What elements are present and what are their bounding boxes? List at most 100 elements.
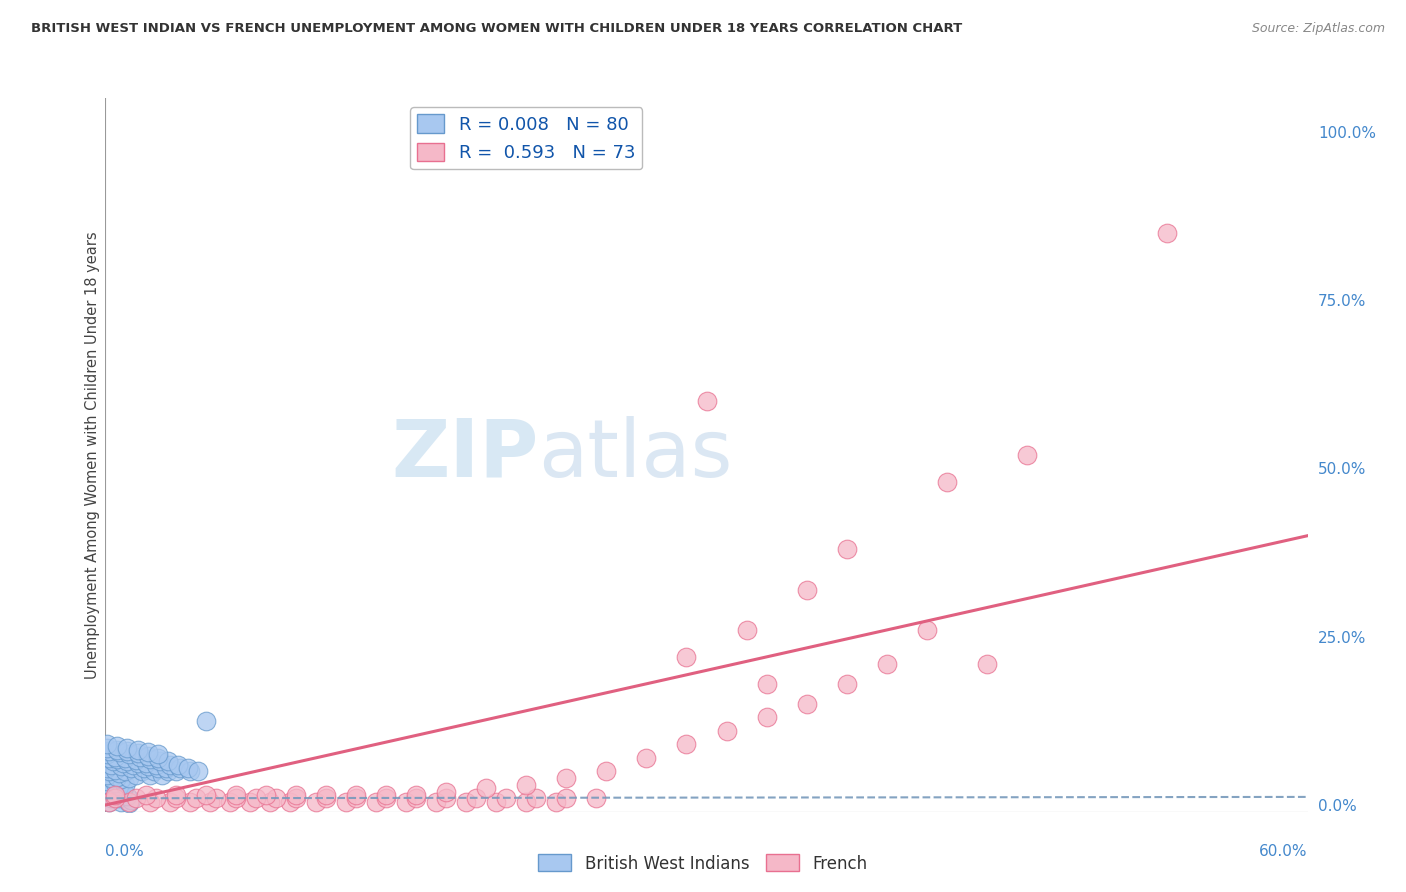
Point <box>96 738 118 752</box>
Point <box>159 795 181 809</box>
Point <box>121 792 143 806</box>
Point <box>335 795 357 809</box>
Point <box>100 771 122 785</box>
Point <box>142 764 165 779</box>
Point <box>108 779 131 793</box>
Point <box>225 788 247 802</box>
Point <box>305 795 328 809</box>
Point <box>124 767 146 781</box>
Point <box>146 747 169 762</box>
Point <box>264 791 287 805</box>
Point <box>876 657 898 671</box>
Point <box>159 757 181 772</box>
Point <box>110 772 132 787</box>
Point <box>96 767 118 781</box>
Point <box>434 791 457 805</box>
Point <box>103 754 125 768</box>
Point <box>96 747 118 762</box>
Point <box>127 756 149 771</box>
Point <box>585 791 607 805</box>
Point <box>796 697 818 711</box>
Point <box>187 764 209 779</box>
Point <box>165 788 187 802</box>
Text: ZIP: ZIP <box>391 416 538 494</box>
Point <box>117 754 139 768</box>
Point <box>374 788 398 802</box>
Point <box>118 796 141 810</box>
Point <box>524 791 547 805</box>
Point <box>225 791 247 805</box>
Point <box>835 542 858 557</box>
Point <box>176 761 198 775</box>
Point <box>254 788 277 802</box>
Point <box>165 764 187 779</box>
Point <box>122 757 145 772</box>
Point <box>284 791 307 805</box>
Point <box>405 788 427 802</box>
Point <box>98 764 121 779</box>
Point <box>495 791 517 805</box>
Point <box>239 795 262 809</box>
Point <box>110 795 132 809</box>
Point <box>136 748 159 763</box>
Point <box>315 791 337 805</box>
Point <box>110 786 132 800</box>
Point <box>184 791 207 805</box>
Point <box>146 751 169 765</box>
Text: BRITISH WEST INDIAN VS FRENCH UNEMPLOYMENT AMONG WOMEN WITH CHILDREN UNDER 18 YE: BRITISH WEST INDIAN VS FRENCH UNEMPLOYME… <box>31 22 962 36</box>
Text: 60.0%: 60.0% <box>1260 844 1308 859</box>
Point <box>156 754 179 768</box>
Point <box>218 795 240 809</box>
Point <box>107 788 129 802</box>
Point <box>696 394 718 409</box>
Point <box>716 723 738 738</box>
Point <box>124 791 146 805</box>
Point <box>636 751 658 765</box>
Legend: British West Indians, French: British West Indians, French <box>531 847 875 880</box>
Point <box>98 778 121 792</box>
Point <box>194 788 217 802</box>
Point <box>179 764 201 779</box>
Point <box>475 781 498 796</box>
Point <box>166 757 188 772</box>
Legend: R = 0.008   N = 80, R =  0.593   N = 73: R = 0.008 N = 80, R = 0.593 N = 73 <box>411 107 643 169</box>
Point <box>108 765 131 780</box>
Point <box>96 761 118 775</box>
Point <box>124 753 146 767</box>
Point <box>114 778 136 792</box>
Point <box>132 761 155 775</box>
Point <box>675 738 697 752</box>
Point <box>98 751 121 765</box>
Point <box>315 788 337 802</box>
Point <box>434 784 457 798</box>
Point <box>104 791 127 805</box>
Point <box>546 795 568 809</box>
Point <box>107 739 129 753</box>
Point <box>179 795 201 809</box>
Point <box>107 770 129 784</box>
Point <box>344 791 367 805</box>
Point <box>107 743 129 757</box>
Point <box>98 795 121 809</box>
Point <box>169 761 191 775</box>
Point <box>118 771 141 785</box>
Point <box>555 771 578 785</box>
Point <box>425 795 447 809</box>
Point <box>100 757 122 772</box>
Point <box>103 781 125 796</box>
Point <box>118 795 141 809</box>
Point <box>112 783 135 797</box>
Point <box>128 749 150 764</box>
Point <box>245 791 267 805</box>
Point <box>515 778 537 792</box>
Point <box>405 791 427 805</box>
Point <box>117 789 139 804</box>
Point <box>100 791 122 805</box>
Point <box>117 740 139 755</box>
Point <box>121 761 143 775</box>
Text: 0.0%: 0.0% <box>105 844 145 859</box>
Point <box>104 788 127 802</box>
Y-axis label: Unemployment Among Women with Children Under 18 years: Unemployment Among Women with Children U… <box>84 231 100 679</box>
Point <box>675 649 697 664</box>
Point <box>796 582 818 597</box>
